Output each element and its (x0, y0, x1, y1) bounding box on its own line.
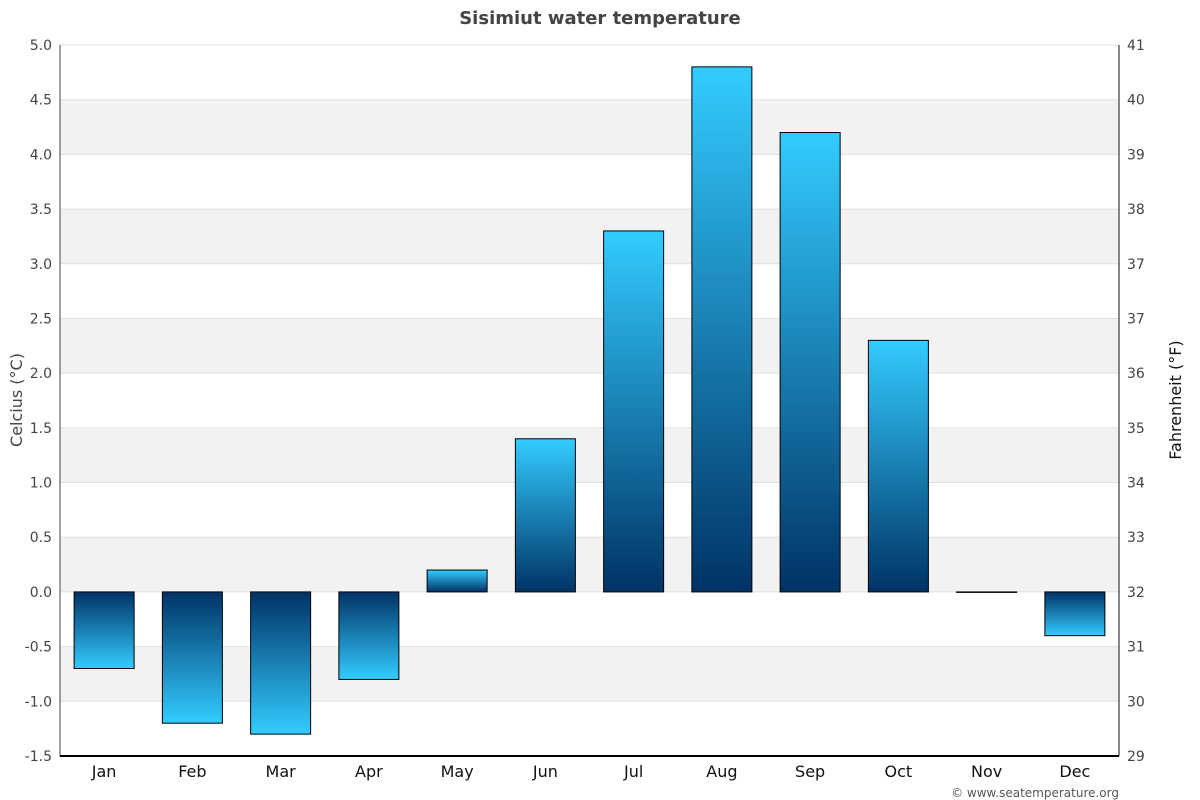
y-tick-label: -0.5 (25, 640, 52, 656)
y-tick-label: 0.0 (30, 585, 52, 601)
y2-tick-label: 37 (1127, 311, 1145, 327)
y-tick-label: 1.5 (30, 421, 52, 437)
x-tick-label: Oct (885, 762, 913, 781)
y2-tick-label: 31 (1127, 640, 1145, 656)
bar-apr (338, 591, 400, 680)
grid-band (60, 427, 1119, 483)
bar-oct (867, 339, 929, 593)
bar-sep (779, 132, 841, 593)
y-axis-label: Celcius (°C) (7, 353, 26, 447)
y2-tick-label: 32 (1127, 585, 1145, 601)
grid-band (60, 318, 1119, 374)
y2-tick-label: 38 (1127, 202, 1145, 218)
x-tick-label: Jan (91, 762, 117, 781)
y2-axis-label: Fahrenheit (°F) (1166, 340, 1185, 459)
x-tick-label: Mar (266, 762, 297, 781)
y-tick-label: 5.0 (30, 38, 52, 54)
bar-jul (603, 230, 665, 593)
y2-tick-label: 39 (1127, 147, 1145, 163)
bar-mar (250, 591, 312, 735)
y-tick-label: -1.0 (25, 694, 52, 710)
grid-band (60, 209, 1119, 264)
y2-tick-label: 41 (1127, 38, 1145, 54)
y-tick-label: 2.0 (30, 366, 52, 382)
y-tick-label: 1.0 (30, 476, 52, 492)
x-tick-label: Sep (795, 762, 825, 781)
bar-jan (73, 591, 135, 669)
x-tick-label: Nov (971, 762, 1002, 781)
bar-may (426, 569, 488, 593)
x-tick-label: Dec (1059, 762, 1090, 781)
x-tick-label: Apr (355, 762, 383, 781)
y-tick-label: 2.5 (30, 311, 52, 327)
y2-tick-label: 34 (1127, 476, 1145, 492)
y2-tick-label: 36 (1127, 366, 1145, 382)
bar-jun (514, 438, 576, 593)
y2-tick-label: 29 (1127, 749, 1145, 765)
x-tick-label: Jun (532, 762, 558, 781)
y-tick-label: 3.5 (30, 202, 52, 218)
bar-dec (1044, 591, 1106, 637)
grid-band (60, 537, 1119, 592)
grid-band (60, 646, 1119, 702)
y2-tick-label: 33 (1127, 530, 1145, 546)
y-tick-label: 3.0 (30, 257, 52, 273)
bar-feb (161, 591, 223, 724)
x-tick-label: Aug (706, 762, 737, 781)
bar-nov (956, 591, 1018, 593)
y-tick-label: 4.5 (30, 93, 52, 109)
y-tick-label: 4.0 (30, 147, 52, 163)
x-tick-label: Jul (623, 762, 643, 781)
grid-band (60, 99, 1119, 155)
y-tick-label: 0.5 (30, 530, 52, 546)
chart-title: Sisimiut water temperature (459, 8, 741, 29)
y2-tick-label: 35 (1127, 421, 1145, 437)
credit-text: © www.seatemperature.org (951, 786, 1119, 800)
y-tick-label: -1.5 (25, 749, 52, 765)
bar-aug (691, 66, 753, 593)
y2-tick-label: 37 (1127, 257, 1145, 273)
x-tick-label: May (441, 762, 474, 781)
x-tick-label: Feb (178, 762, 206, 781)
y2-tick-label: 40 (1127, 93, 1145, 109)
y2-tick-label: 30 (1127, 694, 1145, 710)
